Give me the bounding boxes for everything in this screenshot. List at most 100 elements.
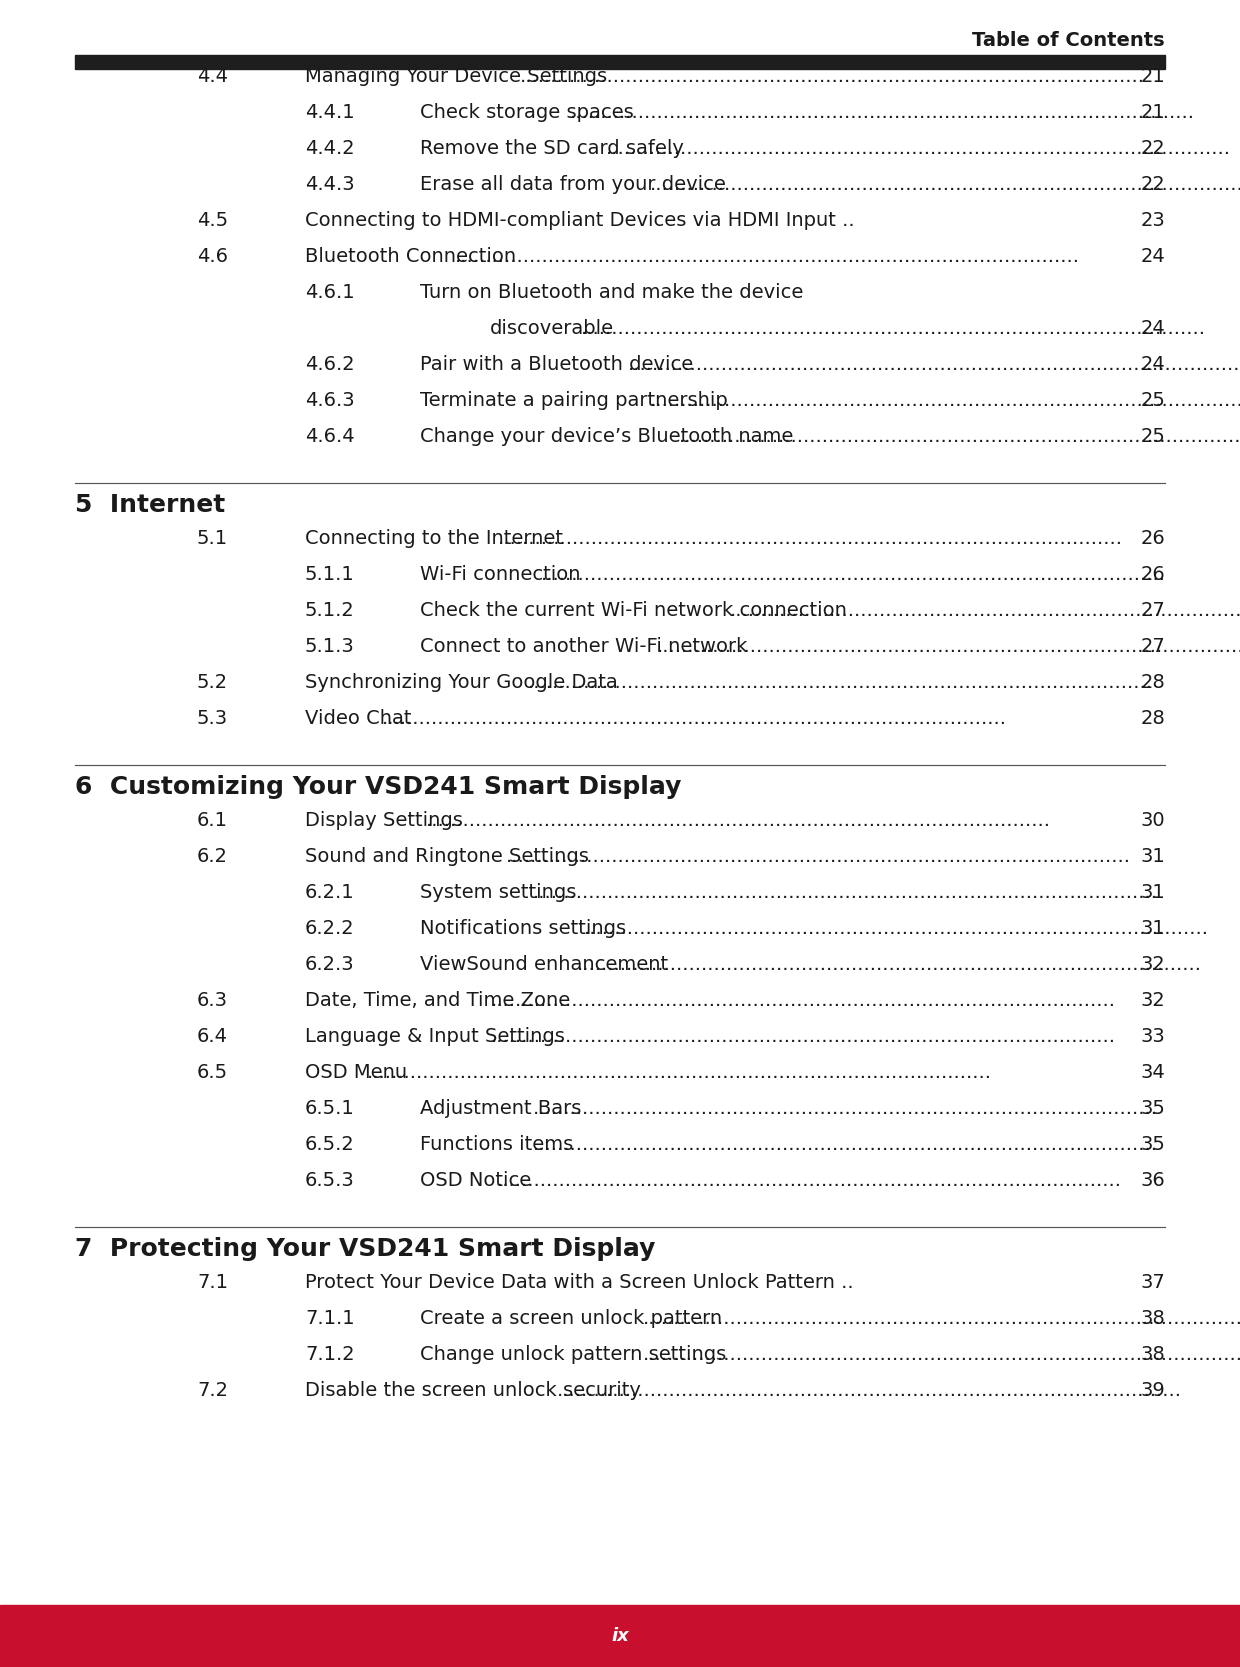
- Text: 6.2.1: 6.2.1: [305, 884, 355, 902]
- Text: 31: 31: [1141, 847, 1166, 867]
- Text: 5.1: 5.1: [197, 530, 228, 548]
- Text: Video Chat: Video Chat: [305, 710, 412, 728]
- Text: ................................................................................: ........................................…: [367, 1064, 992, 1082]
- Text: ViewSound enhancement: ViewSound enhancement: [420, 955, 668, 975]
- Text: 28: 28: [1141, 673, 1166, 692]
- Text: Notifications settings: Notifications settings: [420, 920, 626, 939]
- Text: ................................................................................: ........................................…: [577, 955, 1202, 975]
- Text: Connecting to HDMI-compliant Devices via HDMI Input ..: Connecting to HDMI-compliant Devices via…: [305, 212, 854, 230]
- Text: 25: 25: [1140, 392, 1166, 410]
- Text: ................................................................................: ........................................…: [657, 637, 1240, 657]
- Text: 26: 26: [1141, 565, 1166, 585]
- Text: 6.5: 6.5: [197, 1064, 228, 1082]
- Text: ................................................................................: ........................................…: [557, 1382, 1182, 1400]
- Text: 4.6.4: 4.6.4: [305, 427, 355, 447]
- Text: ................................................................................: ........................................…: [584, 920, 1209, 939]
- Text: 6.5.2: 6.5.2: [305, 1135, 355, 1155]
- Text: ................................................................................: ........................................…: [627, 355, 1240, 375]
- Text: 25: 25: [1140, 427, 1166, 447]
- Text: Display Settings: Display Settings: [305, 812, 463, 830]
- Text: Managing Your Device Settings: Managing Your Device Settings: [305, 67, 608, 87]
- Text: 4.6.3: 4.6.3: [305, 392, 355, 410]
- Text: ................................................................................: ........................................…: [541, 565, 1166, 585]
- Text: Disable the screen unlock security: Disable the screen unlock security: [305, 1382, 641, 1400]
- Text: 7.1: 7.1: [197, 1274, 228, 1292]
- Text: Check storage spaces: Check storage spaces: [420, 103, 634, 122]
- Text: ................................................................................: ........................................…: [497, 1172, 1122, 1190]
- Text: 5.1.3: 5.1.3: [305, 637, 355, 657]
- Text: ................................................................................: ........................................…: [455, 247, 1080, 267]
- Text: 24: 24: [1141, 247, 1166, 267]
- Text: 24: 24: [1141, 320, 1166, 338]
- Text: Change your device’s Bluetooth name: Change your device’s Bluetooth name: [420, 427, 794, 447]
- Text: 22: 22: [1141, 175, 1166, 195]
- Text: ................................................................................: ........................................…: [491, 1027, 1116, 1047]
- Text: 28: 28: [1141, 710, 1166, 728]
- Text: OSD Notice: OSD Notice: [420, 1172, 531, 1190]
- Text: Bluetooth Connection: Bluetooth Connection: [305, 247, 516, 267]
- Text: Connect to another Wi-Fi network: Connect to another Wi-Fi network: [420, 637, 748, 657]
- Text: ................................................................................: ........................................…: [533, 1135, 1158, 1155]
- Text: ................................................................................: ........................................…: [678, 427, 1240, 447]
- Text: 6.5.1: 6.5.1: [305, 1100, 355, 1119]
- Text: 4.5: 4.5: [197, 212, 228, 230]
- Text: ix: ix: [611, 1627, 629, 1645]
- Text: 37: 37: [1141, 1274, 1166, 1292]
- Text: 6.5.3: 6.5.3: [305, 1172, 355, 1190]
- Text: discoverable: discoverable: [490, 320, 614, 338]
- Text: 6.1: 6.1: [197, 812, 228, 830]
- Text: OSD Menu: OSD Menu: [305, 1064, 407, 1082]
- Text: 6.2: 6.2: [197, 847, 228, 867]
- Text: 5.1.1: 5.1.1: [305, 565, 355, 585]
- Text: 33: 33: [1141, 1027, 1166, 1047]
- Text: 26: 26: [1141, 530, 1166, 548]
- Text: 4.4.3: 4.4.3: [305, 175, 355, 195]
- Text: Connecting to the Internet: Connecting to the Internet: [305, 530, 563, 548]
- Text: Date, Time, and Time Zone: Date, Time, and Time Zone: [305, 992, 570, 1010]
- Text: Terminate a pairing partnership: Terminate a pairing partnership: [420, 392, 728, 410]
- Text: ................................................................................: ........................................…: [650, 392, 1240, 410]
- Text: 4.6.1: 4.6.1: [305, 283, 355, 302]
- Text: Turn on Bluetooth and make the device: Turn on Bluetooth and make the device: [420, 283, 804, 302]
- Text: 35: 35: [1140, 1135, 1166, 1155]
- Text: ................................................................................: ........................................…: [520, 67, 1145, 87]
- Text: 4.6.2: 4.6.2: [305, 355, 355, 375]
- Text: ................................................................................: ........................................…: [650, 175, 1240, 195]
- Text: 4.6: 4.6: [197, 247, 228, 267]
- Text: ................................................................................: ........................................…: [730, 602, 1240, 620]
- Text: 6  Customizing Your VSD241 Smart Display: 6 Customizing Your VSD241 Smart Display: [74, 775, 681, 798]
- Text: 21: 21: [1141, 67, 1166, 87]
- Text: 31: 31: [1141, 884, 1166, 902]
- Text: 7  Protecting Your VSD241 Smart Display: 7 Protecting Your VSD241 Smart Display: [74, 1237, 656, 1260]
- Text: 5.3: 5.3: [197, 710, 228, 728]
- Text: 4.4: 4.4: [197, 67, 228, 87]
- Text: ................................................................................: ........................................…: [491, 992, 1116, 1010]
- Text: 30: 30: [1141, 812, 1166, 830]
- Text: ................................................................................: ........................................…: [506, 847, 1131, 867]
- Text: 23: 23: [1141, 212, 1166, 230]
- Text: ................................................................................: ........................................…: [569, 103, 1194, 122]
- Text: 5.2: 5.2: [197, 673, 228, 692]
- Text: 6.4: 6.4: [197, 1027, 228, 1047]
- Text: ................................................................................: ........................................…: [498, 530, 1123, 548]
- Text: 34: 34: [1141, 1064, 1166, 1082]
- Text: ................................................................................: ........................................…: [582, 320, 1207, 338]
- Text: 6.2.3: 6.2.3: [305, 955, 355, 975]
- Text: 38: 38: [1141, 1309, 1166, 1329]
- Text: 6.2.2: 6.2.2: [305, 920, 355, 939]
- Text: 4.4.2: 4.4.2: [305, 140, 355, 158]
- Text: Pair with a Bluetooth device: Pair with a Bluetooth device: [420, 355, 693, 375]
- Bar: [0, 1605, 1240, 1667]
- Text: 38: 38: [1141, 1345, 1166, 1364]
- Text: Sound and Ringtone Settings: Sound and Ringtone Settings: [305, 847, 589, 867]
- Text: Wi-Fi connection: Wi-Fi connection: [420, 565, 580, 585]
- Text: 7.1.1: 7.1.1: [305, 1309, 355, 1329]
- Text: 32: 32: [1141, 992, 1166, 1010]
- Text: 35: 35: [1140, 1100, 1166, 1119]
- Text: 32: 32: [1141, 955, 1166, 975]
- Text: ................................................................................: ........................................…: [533, 1100, 1158, 1119]
- Text: ................................................................................: ........................................…: [533, 884, 1158, 902]
- Text: Adjustment Bars: Adjustment Bars: [420, 1100, 582, 1119]
- Text: 27: 27: [1141, 637, 1166, 657]
- Text: ................................................................................: ........................................…: [425, 812, 1050, 830]
